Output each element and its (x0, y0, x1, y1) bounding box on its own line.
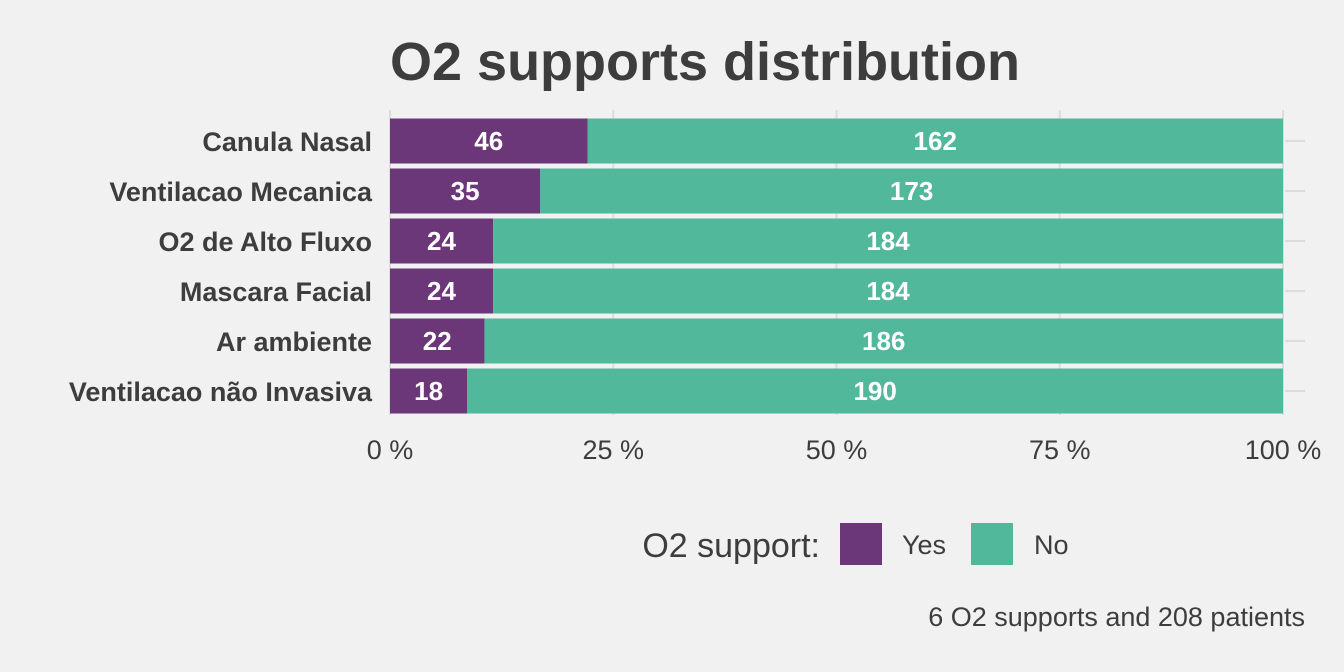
data-label: 22 (423, 326, 452, 356)
bar-segment-yes (390, 118, 588, 164)
category-label: Ventilacao Mecanica (109, 177, 373, 207)
x-axis-ticks: 0 % 25 % 50 % 75 % 100 % (367, 435, 1322, 465)
data-label: 162 (914, 126, 957, 156)
x-tick-label: 50 % (806, 435, 868, 465)
bar-segment-yes (390, 268, 494, 314)
bar-segment-yes (390, 168, 541, 214)
x-tick-label: 100 % (1245, 435, 1322, 465)
category-labels: Canula Nasal Ventilacao Mecanica O2 de Alt… (69, 127, 373, 407)
x-tick-label: 25 % (582, 435, 644, 465)
category-label: Canula Nasal (202, 127, 372, 157)
data-label: 173 (890, 176, 933, 206)
bar-segment-no (587, 118, 1283, 164)
bar-segment-no (493, 218, 1283, 264)
data-label: 18 (414, 376, 443, 406)
bar-segment-yes (390, 318, 485, 364)
legend-title: O2 support: (642, 527, 820, 565)
bar-segment-no (467, 368, 1284, 414)
legend-label-yes: Yes (902, 530, 946, 560)
chart-caption: 6 O2 supports and 208 patients (928, 602, 1305, 632)
data-label: 24 (427, 276, 456, 306)
legend-swatch-yes (840, 523, 882, 565)
data-label: 186 (862, 326, 905, 356)
legend-label-no: No (1034, 530, 1069, 560)
bar-segment-no (484, 318, 1284, 364)
bar-segment-yes (390, 368, 468, 414)
data-label: 184 (866, 226, 910, 256)
category-label: Ventilacao não Invasiva (69, 377, 373, 407)
data-label: 190 (853, 376, 896, 406)
x-tick-label: 75 % (1029, 435, 1091, 465)
data-label: 24 (427, 226, 456, 256)
bar-segment-yes (390, 218, 494, 264)
legend: O2 support: Yes No (642, 523, 1069, 565)
bar-segment-no (540, 168, 1283, 214)
category-label: O2 de Alto Fluxo (158, 227, 372, 257)
bar-segment-no (493, 268, 1283, 314)
data-label: 46 (474, 126, 503, 156)
legend-swatch-no (971, 523, 1013, 565)
x-tick-label: 0 % (367, 435, 414, 465)
data-label: 184 (866, 276, 910, 306)
category-label: Ar ambiente (216, 327, 372, 357)
data-label: 35 (451, 176, 480, 206)
category-label: Mascara Facial (180, 277, 372, 307)
chart-title: O2 supports distribution (390, 32, 1020, 92)
bars: 46 162 35 173 24 184 24 184 22 186 18 190 (390, 118, 1284, 414)
